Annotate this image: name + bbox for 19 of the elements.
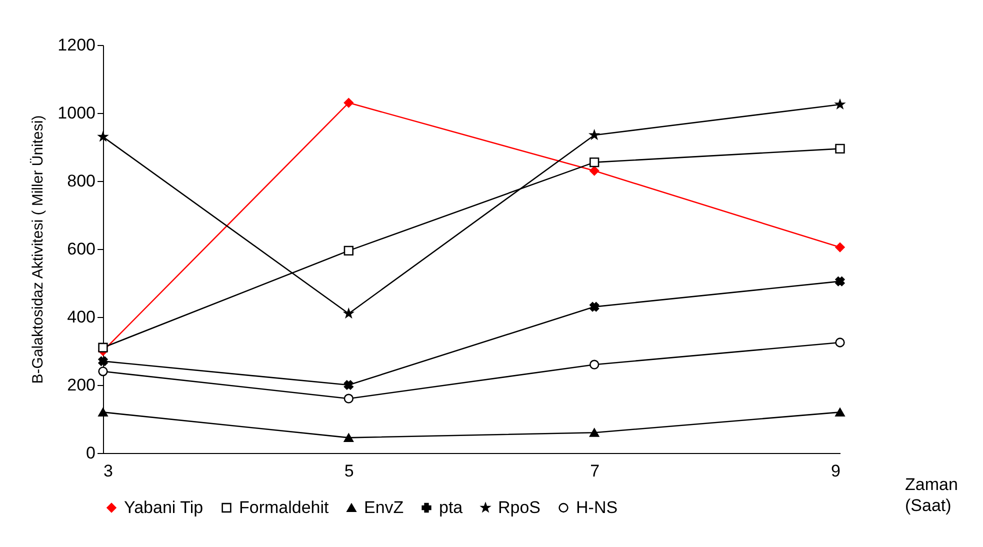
y-tick-label: 1000 <box>58 104 96 122</box>
y-tick-label: 400 <box>67 308 96 326</box>
x-tick-label: 7 <box>590 462 600 480</box>
y-tick-label: 800 <box>67 172 96 190</box>
x-axis-title: Zaman (Saat) <box>905 474 959 516</box>
x-tick-label: 5 <box>344 462 354 480</box>
legend-label: Formaldehit <box>239 498 330 517</box>
y-tick-label: 600 <box>67 240 96 258</box>
y-tick-label: 1200 <box>58 36 96 54</box>
y-tick-label: 0 <box>86 444 96 462</box>
legend-label: RpoS <box>498 498 541 517</box>
y-tick-label: 200 <box>67 376 96 394</box>
x-tick-label: 9 <box>831 462 840 480</box>
legend-label: Yabani Tip <box>124 498 204 517</box>
legend-label: H-NS <box>576 498 618 517</box>
legend-label: EnvZ <box>364 498 404 517</box>
legend-label: pta <box>439 498 464 517</box>
y-axis-title: B-Galaktosidaz Aktivitesi ( Miller Ünitesi) <box>30 115 47 384</box>
x-tick-label: 3 <box>104 462 113 480</box>
